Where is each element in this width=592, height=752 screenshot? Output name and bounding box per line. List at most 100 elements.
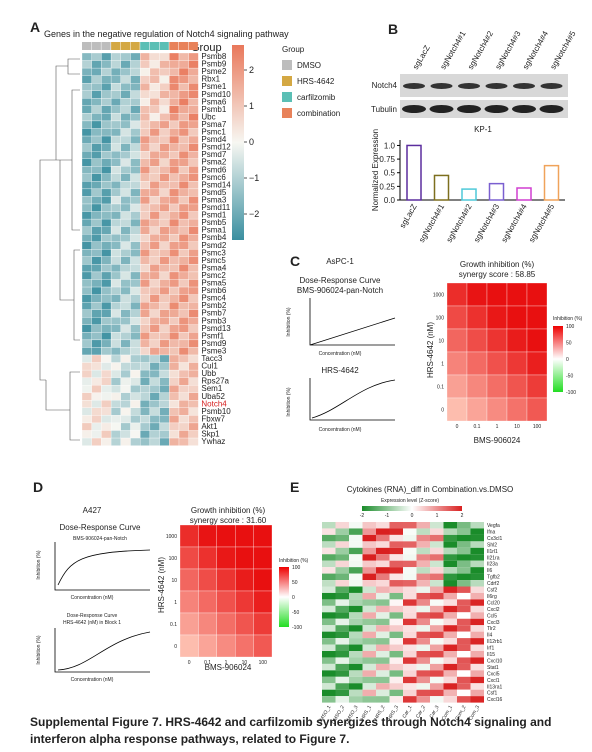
heat-cell — [253, 524, 273, 548]
heat-cell — [91, 271, 102, 280]
y-tick-label: 0 — [441, 408, 444, 414]
panel-label: A — [30, 19, 40, 35]
heat-cell — [322, 547, 336, 555]
heat-cell — [362, 625, 376, 632]
heat-cell — [457, 612, 471, 619]
heat-cell — [130, 385, 141, 393]
heat-cell — [110, 309, 121, 318]
heat-cell — [140, 385, 151, 393]
heat-cell — [149, 113, 160, 122]
heat-cell — [149, 339, 160, 348]
heat-cell — [376, 534, 390, 542]
heat-cell — [149, 264, 160, 273]
heat-cell — [120, 385, 131, 393]
heat-cell — [389, 522, 403, 529]
heat-cell — [91, 52, 102, 61]
heat-cell — [457, 599, 471, 606]
blot — [400, 100, 568, 118]
heat-cell — [130, 218, 141, 227]
heat-cell — [130, 415, 141, 424]
heat-cell — [178, 339, 189, 348]
heat-cell — [403, 592, 417, 600]
heat-cell — [159, 181, 170, 190]
gene-label: Il15 — [487, 652, 495, 658]
heat-cell — [159, 400, 170, 408]
heat-cell — [470, 676, 484, 684]
heat-cell — [91, 264, 102, 273]
heat-cell — [130, 98, 141, 107]
heat-cell — [120, 362, 131, 371]
y-tick-label: 0.1 — [437, 385, 444, 391]
heat-cell — [159, 120, 170, 129]
heat-cell — [443, 631, 457, 639]
heat-cell — [149, 98, 160, 107]
heat-cell — [430, 522, 444, 529]
heat-cell — [169, 90, 180, 99]
gene-label: Tlr2 — [487, 626, 496, 632]
heat-cell — [178, 52, 189, 61]
curve-title: Dose-Response Curve — [67, 613, 118, 619]
heat-cell — [470, 644, 484, 651]
bar — [488, 182, 505, 201]
heat-cell — [130, 234, 141, 242]
chart-title: KP-1 — [474, 125, 492, 134]
heat-cell — [322, 676, 336, 684]
heat-cell — [101, 211, 112, 220]
heat-cell — [389, 573, 403, 581]
heat-cell — [140, 271, 151, 280]
colorbar-tick-label: -100 — [292, 625, 302, 631]
heat-cell — [120, 226, 131, 235]
heat-cell — [140, 128, 151, 137]
x-tick-label: 0 — [456, 424, 459, 430]
heat-cell — [169, 437, 180, 446]
heat-cell — [216, 634, 236, 658]
y-tick-label: 100 — [169, 556, 178, 562]
heat-cell — [130, 158, 141, 167]
heat-cell — [149, 120, 160, 129]
heat-cell — [130, 362, 141, 371]
heat-cell — [169, 377, 180, 386]
heat-cell — [178, 415, 189, 424]
y-tick-label: 1 — [441, 362, 444, 368]
heat-cell — [140, 90, 151, 99]
heat-cell — [140, 234, 151, 242]
gene-label: Psma6 — [201, 97, 226, 106]
heat-cell — [159, 377, 170, 386]
heat-cell — [188, 309, 199, 318]
heat-cell — [486, 397, 508, 422]
x-axis-label: Concentration (nM) — [319, 427, 362, 433]
heat-cell — [216, 546, 236, 570]
heat-cell — [188, 332, 199, 341]
heat-cell — [91, 181, 102, 190]
heat-cell — [362, 528, 376, 535]
heat-cell — [101, 98, 112, 107]
heat-cell — [443, 573, 457, 581]
heat-cell — [443, 560, 457, 568]
gene-label: Psmb2 — [201, 301, 226, 310]
panel-title: Genes in the negative regulation of Notc… — [44, 29, 289, 39]
colorbar-title: Inhibition (%) — [553, 316, 583, 322]
heat-cell — [101, 105, 112, 114]
heat-cell — [120, 67, 131, 76]
gene-label: Psma1 — [201, 226, 226, 235]
heat-cell — [149, 437, 160, 446]
heat-cell — [110, 218, 121, 227]
heat-cell — [430, 612, 444, 619]
heat-cell — [159, 422, 170, 431]
heat-cell — [470, 663, 484, 671]
gene-label: Il1rl1 — [487, 549, 498, 555]
heat-cell — [362, 541, 376, 548]
heat-cell — [376, 528, 390, 535]
heat-cell — [416, 586, 430, 593]
heat-cell — [91, 226, 102, 235]
heat-cell — [362, 534, 376, 542]
heat-cell — [101, 83, 112, 91]
heat-cell — [322, 612, 336, 619]
colorbar-tick-label: 50 — [566, 341, 572, 347]
band — [403, 83, 425, 89]
heat-cell — [403, 586, 417, 593]
heat-cell — [130, 400, 141, 408]
heat-cell — [110, 377, 121, 386]
heat-cell — [188, 75, 199, 84]
heat-cell — [101, 385, 112, 393]
